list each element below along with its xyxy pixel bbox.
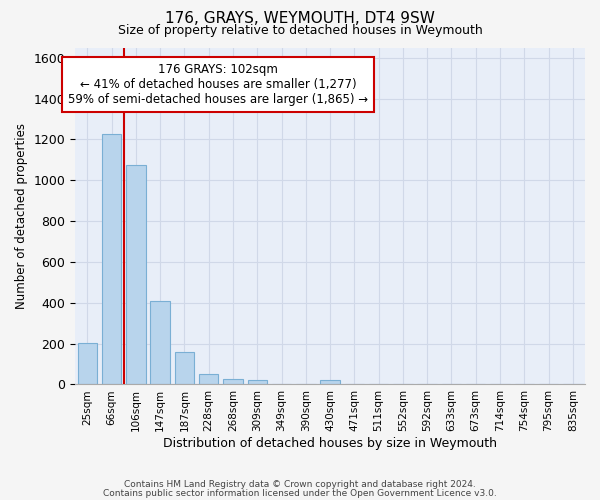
Bar: [320, 380, 340, 384]
Text: 176 GRAYS: 102sqm
← 41% of detached houses are smaller (1,277)
59% of semi-detac: 176 GRAYS: 102sqm ← 41% of detached hous…: [68, 62, 368, 106]
Y-axis label: Number of detached properties: Number of detached properties: [15, 123, 28, 309]
Bar: [199, 374, 218, 384]
Bar: [223, 380, 242, 384]
Bar: [151, 300, 170, 384]
X-axis label: Distribution of detached houses by size in Weymouth: Distribution of detached houses by size …: [163, 437, 497, 450]
Text: Size of property relative to detached houses in Weymouth: Size of property relative to detached ho…: [118, 24, 482, 37]
Text: Contains HM Land Registry data © Crown copyright and database right 2024.: Contains HM Land Registry data © Crown c…: [124, 480, 476, 489]
Bar: [102, 134, 121, 384]
Bar: [248, 380, 267, 384]
Bar: [77, 342, 97, 384]
Bar: [126, 165, 146, 384]
Text: 176, GRAYS, WEYMOUTH, DT4 9SW: 176, GRAYS, WEYMOUTH, DT4 9SW: [165, 11, 435, 26]
Bar: [175, 352, 194, 384]
Text: Contains public sector information licensed under the Open Government Licence v3: Contains public sector information licen…: [103, 488, 497, 498]
